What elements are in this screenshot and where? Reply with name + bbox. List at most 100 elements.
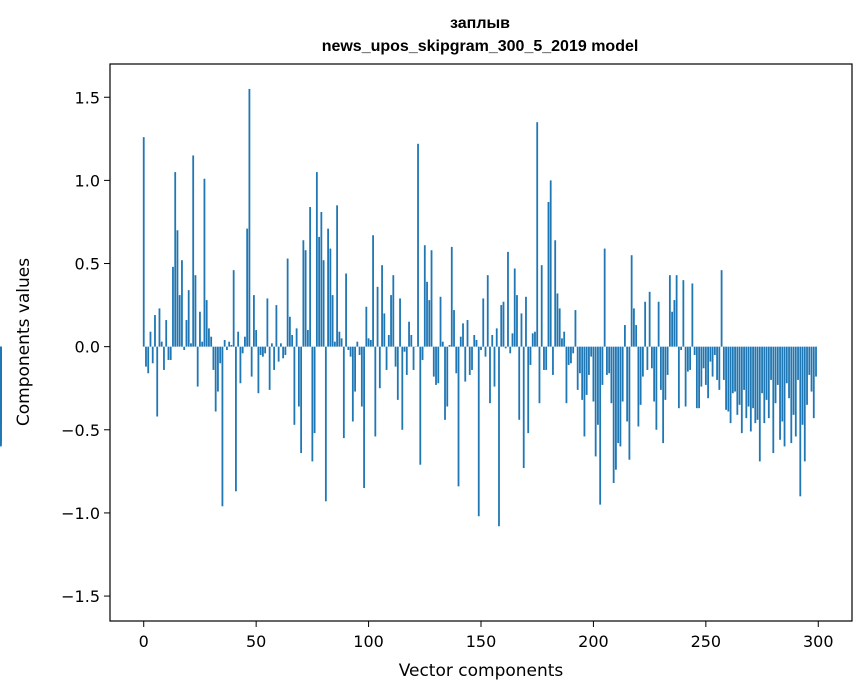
- bar-10: [165, 320, 168, 347]
- bar-164: [511, 333, 514, 347]
- x-axis: 0 50 100 150 200 250 300: [139, 621, 834, 651]
- bar-247: [698, 346, 700, 409]
- bar-147: [473, 335, 476, 347]
- bar-39: [230, 344, 233, 347]
- bar-242: [686, 346, 689, 372]
- bar-216: [628, 346, 631, 460]
- bar-285: [783, 346, 786, 447]
- bar-254: [713, 346, 716, 355]
- bar-98: [363, 346, 365, 488]
- bar-220: [637, 346, 640, 427]
- bar-271: [752, 346, 754, 409]
- bar-63: [284, 346, 287, 355]
- bar-214: [624, 325, 626, 347]
- bar-102: [372, 235, 374, 347]
- bar-180: [547, 202, 550, 347]
- bar-23: [194, 275, 197, 347]
- bar-13: [172, 266, 174, 347]
- bar-6: [156, 346, 159, 417]
- bar-284: [781, 346, 784, 422]
- bar-174: [534, 331, 536, 347]
- bar-8: [160, 341, 163, 347]
- bar-237: [675, 275, 678, 347]
- bar-253: [711, 346, 714, 377]
- bar-187: [563, 331, 566, 347]
- bar-151: [482, 298, 485, 347]
- bar-168: [520, 313, 523, 347]
- bar-258: [722, 346, 725, 380]
- bar-114: [399, 298, 401, 347]
- bar-150: [480, 346, 482, 350]
- bar-104: [376, 286, 379, 347]
- bar-222: [641, 346, 644, 377]
- bar-183: [554, 240, 557, 347]
- bar-9: [163, 346, 165, 370]
- bar-54: [264, 346, 267, 354]
- bar-115: [401, 346, 404, 430]
- bar-32: [214, 346, 217, 412]
- bar-192: [574, 310, 577, 347]
- bar-51: [257, 346, 260, 394]
- bar-244: [691, 283, 694, 347]
- bar-84: [331, 295, 334, 347]
- bar-36: [223, 340, 226, 347]
- bar-156: [493, 346, 496, 387]
- bar-4: [151, 346, 154, 364]
- bar-234: [668, 275, 671, 347]
- bar-225: [648, 291, 651, 347]
- bar-277: [765, 346, 768, 400]
- bar-144: [466, 320, 469, 347]
- bar-131: [437, 346, 440, 384]
- bar-243: [689, 346, 692, 370]
- bar-199: [590, 346, 593, 357]
- bar-1: [145, 346, 147, 367]
- bar-185: [558, 308, 561, 347]
- bar-259: [725, 346, 727, 410]
- bar-279: [770, 346, 772, 380]
- bar-158: [498, 346, 500, 527]
- bar-289: [792, 346, 795, 415]
- bar-59: [275, 305, 278, 347]
- bar-106: [381, 265, 383, 347]
- bar-52: [259, 346, 262, 355]
- bar-169: [522, 346, 525, 469]
- bar-76: [313, 346, 316, 434]
- bar-208: [610, 346, 613, 404]
- bar-20: [187, 290, 190, 347]
- bar-48: [250, 346, 253, 377]
- bar-55: [266, 298, 269, 347]
- bar-26: [201, 341, 204, 347]
- bar-31: [212, 346, 215, 370]
- bar-240: [682, 280, 685, 347]
- bar-296: [808, 346, 811, 375]
- bar-251: [707, 346, 709, 399]
- bar-227: [653, 346, 656, 402]
- bar-265: [738, 346, 741, 405]
- bar-262: [731, 346, 734, 394]
- bar-28: [205, 300, 208, 347]
- bar-70: [300, 346, 303, 454]
- bar-25: [199, 311, 201, 347]
- bar-211: [617, 346, 620, 444]
- bar-109: [387, 335, 390, 347]
- bar-5: [154, 315, 156, 347]
- bar-218: [633, 308, 635, 347]
- bar-269: [747, 346, 750, 407]
- bar-273: [756, 346, 759, 420]
- y-tick-label: −1.0: [61, 504, 100, 523]
- bar-238: [677, 346, 680, 409]
- bar-291: [797, 346, 799, 380]
- bar-27: [203, 178, 206, 347]
- bar-60: [277, 346, 280, 362]
- bar-92: [349, 346, 352, 357]
- bar-197: [585, 346, 588, 395]
- bar-18: [183, 346, 186, 350]
- bar-142: [462, 323, 464, 347]
- bar-19: [185, 320, 188, 347]
- bar-73: [306, 330, 309, 347]
- bar-275: [761, 346, 763, 394]
- bar-57: [270, 343, 273, 347]
- bar-110: [390, 295, 392, 347]
- bar-160: [502, 301, 505, 347]
- bar-268: [745, 346, 748, 419]
